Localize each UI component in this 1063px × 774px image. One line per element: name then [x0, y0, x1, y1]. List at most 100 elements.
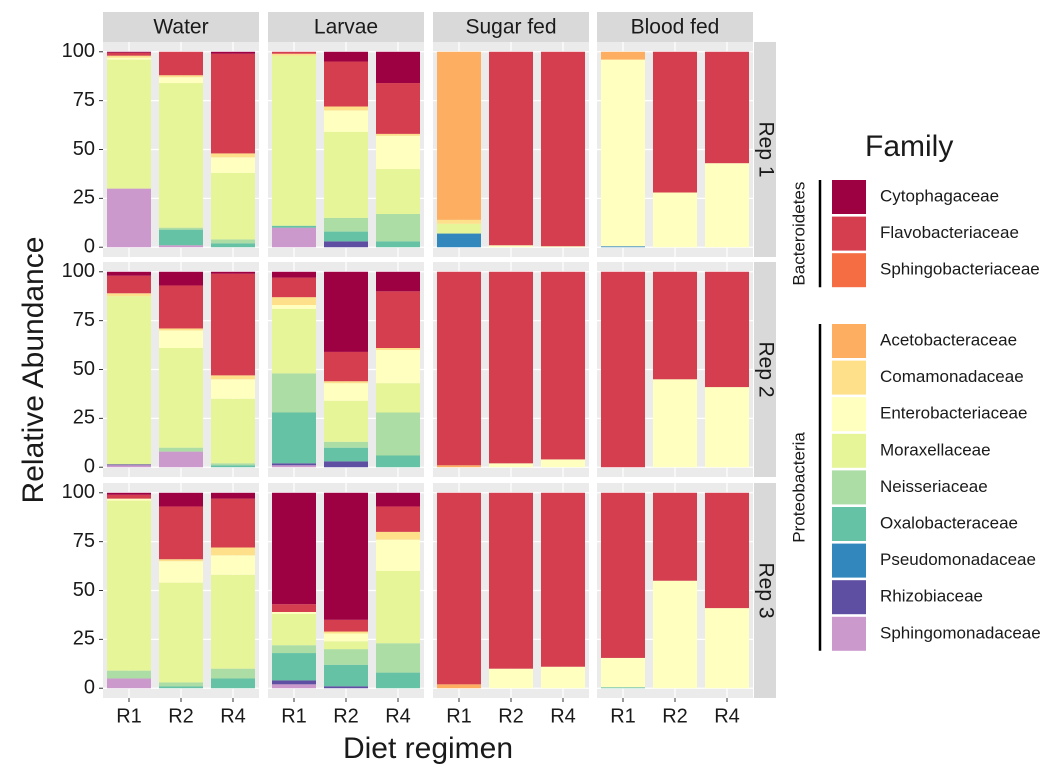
bar-segment: [107, 670, 151, 679]
bar-segment: [489, 668, 533, 689]
bar-segment: [601, 246, 645, 248]
bar-segment: [705, 608, 749, 689]
bar-segment: [324, 106, 368, 111]
bar-segment: [437, 51, 481, 220]
bar-segment: [324, 110, 368, 132]
bar-segment: [324, 383, 368, 401]
bar-segment: [159, 245, 203, 248]
y-tick-label: 0: [84, 456, 95, 478]
bar-segment: [272, 604, 316, 612]
legend-swatch: [832, 397, 866, 432]
bar-segment: [324, 271, 368, 352]
bar-segment: [541, 246, 585, 248]
bar-segment: [376, 241, 420, 248]
x-tick-label: R4: [550, 705, 576, 727]
bar-segment: [437, 492, 481, 685]
bar-segment: [437, 465, 481, 468]
legend-label: Flavobacteriaceae: [880, 223, 1019, 242]
bar-segment: [272, 373, 316, 413]
bar-segment: [272, 465, 316, 468]
legend-label: Moraxellaceae: [880, 440, 991, 459]
y-tick-label: 25: [73, 628, 95, 650]
bar-segment: [437, 219, 481, 224]
bar-segment: [324, 649, 368, 665]
bar-segment: [324, 447, 368, 462]
bar-segment: [601, 657, 645, 688]
bar-segment: [376, 291, 420, 348]
bar-segment: [324, 400, 368, 442]
strip: [268, 12, 424, 42]
bar-segment: [211, 375, 255, 380]
column-label: Larvae: [314, 16, 378, 39]
bar-segment: [211, 157, 255, 173]
bar-segment: [211, 51, 255, 54]
bar-segment: [324, 381, 368, 384]
bar-segment: [541, 666, 585, 689]
bar-segment: [211, 398, 255, 464]
strip: [103, 12, 259, 42]
bar-segment: [159, 447, 203, 452]
bar-segment: [211, 243, 255, 248]
legend-label: Rhizobiaceae: [880, 587, 983, 606]
bar-segment: [107, 55, 151, 58]
x-tick-label: R2: [333, 705, 359, 727]
bar-segment: [324, 492, 368, 620]
bar-segment: [272, 227, 316, 248]
bar-segment: [272, 613, 316, 646]
bar-segment: [159, 227, 203, 230]
x-tick-label: R4: [714, 705, 740, 727]
bar-segment: [376, 83, 420, 134]
bar-segment: [211, 547, 255, 556]
bar-segment: [159, 229, 203, 246]
bar-segment: [272, 277, 316, 298]
bar-segment: [437, 233, 481, 248]
bar-segment: [376, 214, 420, 242]
bar-segment: [107, 498, 151, 501]
bar-segment: [211, 678, 255, 689]
bar-segment: [107, 296, 151, 465]
bar-segment: [376, 412, 420, 456]
bar-segment: [324, 217, 368, 232]
bar-segment: [376, 51, 420, 84]
bar-segment: [211, 555, 255, 575]
bar-segment: [159, 559, 203, 562]
bar-segment: [159, 682, 203, 687]
y-tick-label: 100: [62, 481, 95, 503]
bar-segment: [324, 633, 368, 642]
bar-segment: [705, 492, 749, 609]
bar-segment: [489, 463, 533, 468]
bar-segment: [272, 653, 316, 681]
bar-segment: [107, 494, 151, 499]
bar-segment: [601, 492, 645, 658]
bar-segment: [376, 133, 420, 136]
bar-segment: [107, 57, 151, 60]
column-label: Blood fed: [631, 16, 720, 39]
y-tick-label: 0: [84, 677, 95, 699]
bar-segment: [272, 55, 316, 226]
bar-segment: [272, 53, 316, 56]
x-tick-label: R2: [168, 705, 194, 727]
bar-segment: [159, 328, 203, 331]
legend-swatch: [832, 616, 866, 651]
y-tick-label: 25: [73, 407, 95, 429]
legend-label: Comamonadaceae: [880, 367, 1024, 386]
legend-swatch: [832, 324, 866, 358]
bar-segment: [324, 686, 368, 689]
bar-segment: [272, 492, 316, 605]
bar-segment: [272, 412, 316, 464]
bar-segment: [324, 441, 368, 448]
bar-segment: [653, 580, 697, 689]
bar-segment: [653, 492, 697, 581]
bar-segment: [159, 83, 203, 228]
bar-segment: [601, 59, 645, 247]
bar-segment: [211, 492, 255, 499]
row-label: Rep 1: [754, 121, 777, 177]
x-tick-label: R2: [662, 705, 688, 727]
bar-segment: [376, 672, 420, 689]
bar-segment: [107, 275, 151, 294]
bar-segment: [376, 348, 420, 350]
bar-segment: [211, 574, 255, 669]
y-tick-label: 100: [62, 260, 95, 282]
bar-segment: [376, 539, 420, 571]
legend-label: Neisseriaceae: [880, 477, 988, 496]
